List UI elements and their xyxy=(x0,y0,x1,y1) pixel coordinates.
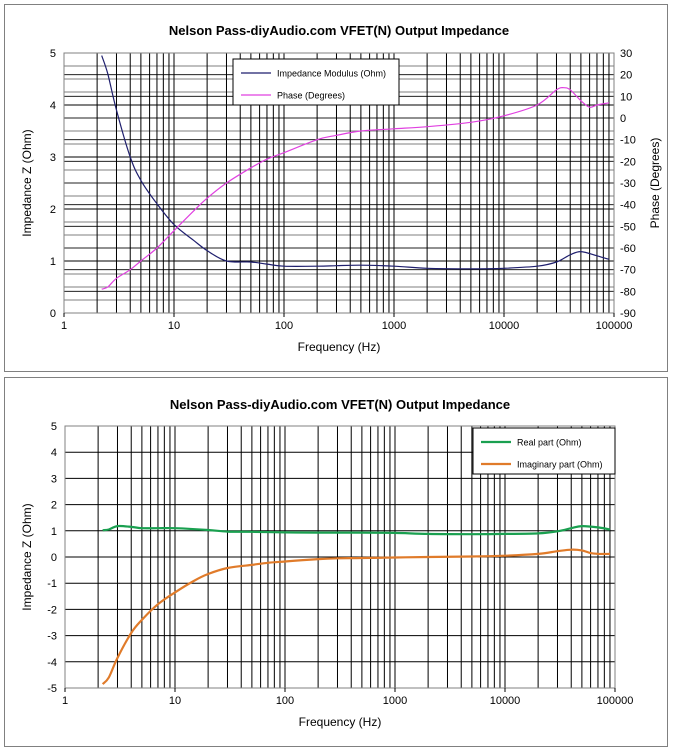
x-tick-label: 100 xyxy=(275,320,293,332)
y2-tick-label: -90 xyxy=(620,308,636,320)
legend: Real part (Ohm) Imaginary part (Ohm) xyxy=(472,427,616,475)
plot-border xyxy=(63,52,615,314)
y-tick-label: 2 xyxy=(51,500,57,512)
y2-tick-label: 30 xyxy=(620,48,632,60)
y-tick-label: 1 xyxy=(51,526,57,538)
x-tick-label: 100000 xyxy=(597,695,634,707)
y-tick-label: 5 xyxy=(50,48,56,60)
y-tick-label: 5 xyxy=(51,421,57,433)
chart-title: Nelson Pass-diyAudio.com VFET(N) Output … xyxy=(169,23,509,38)
y-tick-label: -5 xyxy=(47,683,57,695)
x-tick-label: 10000 xyxy=(489,320,520,332)
series-line-1 xyxy=(101,87,610,290)
y2-tick-label: 10 xyxy=(620,91,632,103)
y-tick-label: 3 xyxy=(50,152,56,164)
y2-tick-label: -50 xyxy=(620,221,636,233)
y-tick-label: -3 xyxy=(47,631,57,643)
legend-label-1: Imaginary part (Ohm) xyxy=(517,460,603,470)
legend-box xyxy=(232,58,400,106)
impedance-phase-chart: Nelson Pass-diyAudio.com VFET(N) Output … xyxy=(20,23,662,354)
legend: Impedance Modulus (Ohm) Phase (Degrees) xyxy=(232,58,400,106)
series-line-1 xyxy=(101,548,611,685)
chart-title: Nelson Pass-diyAudio.com VFET(N) Output … xyxy=(170,397,510,412)
legend-label-0: Real part (Ohm) xyxy=(517,438,582,448)
x-tick-label: 1000 xyxy=(382,320,406,332)
y-tick-label: -1 xyxy=(47,578,57,590)
y2-tick-label: -80 xyxy=(620,286,636,298)
y-gridlines xyxy=(65,451,615,663)
y2-tick-label: 20 xyxy=(620,70,632,82)
x-axis-label: Frequency (Hz) xyxy=(298,340,381,354)
legend-box xyxy=(472,427,616,475)
y-axis-label: Impedance Z (Ohm) xyxy=(20,129,34,236)
x-tick-label: 1 xyxy=(62,695,68,707)
y-tick-label: 4 xyxy=(50,100,56,112)
x-tick-label: 10000 xyxy=(490,695,521,707)
y-tick-label: 0 xyxy=(50,308,56,320)
y-tick-label: -4 xyxy=(47,657,57,669)
x-axis-label: Frequency (Hz) xyxy=(299,715,382,729)
series-line-0 xyxy=(101,55,610,270)
y-axis-label: Impedance Z (Ohm) xyxy=(20,503,34,610)
legend-label-0: Impedance Modulus (Ohm) xyxy=(277,69,386,79)
x-tick-label: 10 xyxy=(168,320,180,332)
y2-tick-label: -60 xyxy=(620,243,636,255)
y2-tick-label: 0 xyxy=(620,113,626,125)
x-tick-label: 100000 xyxy=(596,320,633,332)
y-tick-label: 1 xyxy=(50,256,56,268)
x-tick-label: 1000 xyxy=(383,695,407,707)
series-line-0 xyxy=(102,524,611,536)
y-tick-label: 0 xyxy=(51,552,57,564)
impedance-phase-chart-panel: Nelson Pass-diyAudio.com VFET(N) Output … xyxy=(4,4,668,372)
x-tick-label: 1 xyxy=(61,320,67,332)
legend-label-1: Phase (Degrees) xyxy=(277,91,345,101)
y2-axis-label: Phase (Degrees) xyxy=(648,138,662,229)
y-tick-label: -2 xyxy=(47,604,57,616)
real-imaginary-chart-panel: Nelson Pass-diyAudio.com VFET(N) Output … xyxy=(4,377,668,747)
y-tick-label: 2 xyxy=(50,204,56,216)
y2-tick-label: -10 xyxy=(620,135,636,147)
y2-tick-label: -40 xyxy=(620,200,636,212)
y2-tick-label: -70 xyxy=(620,265,636,277)
x-tick-label: 100 xyxy=(276,695,294,707)
plot-border xyxy=(64,425,616,689)
y2-tick-label: -30 xyxy=(620,178,636,190)
y-tick-label: 4 xyxy=(51,447,57,459)
y-tick-label: 3 xyxy=(51,473,57,485)
y-gridlines xyxy=(64,65,614,301)
y2-tick-label: -20 xyxy=(620,156,636,168)
real-imaginary-chart: Nelson Pass-diyAudio.com VFET(N) Output … xyxy=(20,397,634,729)
x-tick-label: 10 xyxy=(169,695,181,707)
